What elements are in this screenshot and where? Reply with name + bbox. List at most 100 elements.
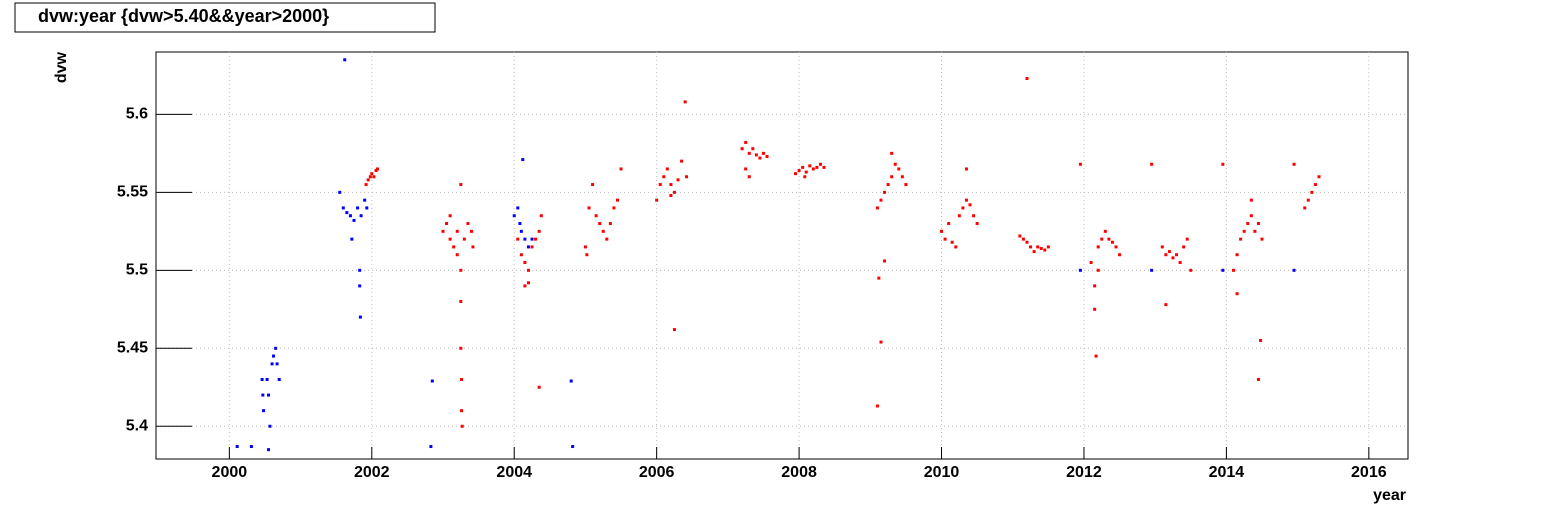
point <box>761 151 765 155</box>
point <box>1189 268 1193 272</box>
point <box>950 240 954 244</box>
point <box>598 222 602 226</box>
point <box>744 140 748 144</box>
point <box>1182 245 1186 249</box>
point <box>815 165 819 169</box>
point <box>448 237 452 241</box>
point <box>808 164 812 168</box>
point <box>672 328 676 332</box>
point <box>1171 256 1175 260</box>
y-tick-label: 5.45 <box>117 340 148 357</box>
point <box>460 377 464 381</box>
point <box>1094 354 1098 358</box>
point <box>1093 284 1097 288</box>
point <box>460 409 464 413</box>
point <box>665 167 669 171</box>
point <box>801 165 805 169</box>
point <box>350 237 354 241</box>
point <box>539 214 543 218</box>
point <box>583 245 587 249</box>
ticks: 5.4 5.45 5.5 5.55 5.6 2000 2002 2004 2006 2008 201… <box>117 106 1387 482</box>
point <box>274 346 278 350</box>
point <box>272 354 276 358</box>
point <box>883 259 887 263</box>
point <box>523 261 527 265</box>
point <box>1260 237 1264 241</box>
point <box>1150 162 1154 166</box>
point <box>890 175 894 179</box>
point <box>1032 250 1036 254</box>
point <box>537 385 541 389</box>
grid <box>156 52 1408 459</box>
point <box>1114 245 1118 249</box>
point <box>947 222 951 226</box>
point <box>612 206 616 210</box>
point <box>460 424 464 428</box>
point <box>275 362 279 366</box>
point <box>879 198 883 202</box>
point <box>571 445 575 449</box>
point <box>267 448 271 452</box>
point <box>516 237 520 241</box>
y-tick-label: 5.5 <box>126 262 148 279</box>
point <box>961 206 965 210</box>
point <box>972 214 976 218</box>
point <box>261 393 265 397</box>
point <box>964 167 968 171</box>
point <box>904 183 908 187</box>
point <box>365 206 369 210</box>
point <box>459 268 463 272</box>
point <box>521 158 525 162</box>
point <box>1018 234 1022 238</box>
point <box>1235 292 1239 296</box>
point <box>1256 377 1260 381</box>
point <box>359 214 363 218</box>
point <box>1242 229 1246 233</box>
point <box>1232 268 1236 272</box>
point <box>523 284 527 288</box>
point <box>655 198 659 202</box>
point <box>765 154 769 158</box>
point <box>886 183 890 187</box>
point <box>615 198 619 202</box>
point <box>1089 261 1093 265</box>
y-axis-title: dvw <box>53 51 70 83</box>
point <box>608 222 612 226</box>
point <box>1313 183 1317 187</box>
point <box>523 237 527 241</box>
point <box>459 346 463 350</box>
point <box>747 175 751 179</box>
point <box>459 300 463 304</box>
point <box>235 445 239 449</box>
point <box>1036 245 1040 249</box>
point <box>455 229 459 233</box>
point <box>345 211 349 215</box>
point <box>1249 214 1253 218</box>
point <box>1118 253 1122 257</box>
point <box>249 445 253 449</box>
point <box>669 183 673 187</box>
point <box>954 245 958 249</box>
point <box>452 245 456 249</box>
point <box>537 229 541 233</box>
x-tick-label: 2008 <box>781 464 817 481</box>
point <box>875 404 879 408</box>
point <box>619 167 623 171</box>
x-tick-label: 2000 <box>212 464 248 481</box>
point <box>1303 206 1307 210</box>
point <box>890 151 894 155</box>
point <box>370 172 374 176</box>
point <box>605 237 609 241</box>
point <box>352 218 356 222</box>
point <box>368 175 372 179</box>
chart-title: dvw:year {dvw>5.40&&year>2000} <box>38 6 329 26</box>
point <box>975 222 979 226</box>
point <box>1043 248 1047 252</box>
point <box>751 147 755 151</box>
point <box>265 377 269 381</box>
point <box>877 276 881 280</box>
point <box>968 203 972 207</box>
point <box>1306 198 1310 202</box>
point <box>943 237 947 241</box>
